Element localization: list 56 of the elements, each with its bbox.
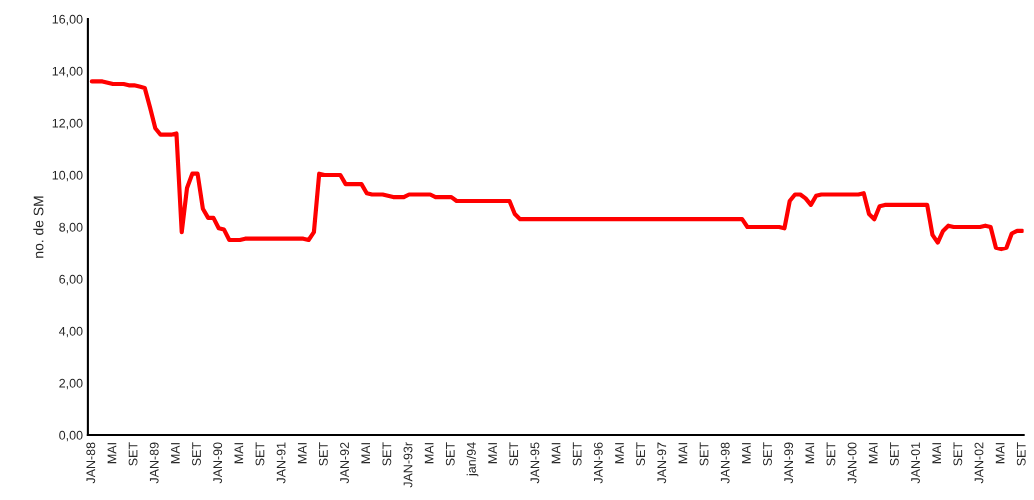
x-tick-label: SET — [889, 442, 899, 466]
x-tick-label: SET — [763, 442, 772, 466]
y-tick-label: 16,00 — [52, 14, 83, 26]
y-tick-label: 0,00 — [59, 430, 83, 442]
x-tick-label: SET — [255, 442, 265, 466]
x-tick-label: JAN-99 — [784, 442, 794, 484]
y-tick-label: 8,00 — [59, 222, 83, 234]
x-tick-label: MAI — [297, 443, 307, 464]
x-tick-label: MAI — [361, 443, 370, 464]
x-tick-label: JAN-93r — [403, 442, 413, 488]
y-tick-label: 2,00 — [59, 378, 83, 390]
x-tick-label: SET — [128, 442, 138, 466]
x-tick-label: JAN-91 — [276, 442, 286, 484]
x-tick-label: JAN-02 — [974, 442, 984, 484]
x-tick-label: JAN-92 — [340, 442, 349, 484]
x-tick-label: jan/94 — [466, 442, 479, 477]
x-tick-label: JAN-01 — [911, 442, 920, 484]
x-tick-label: JAN-96 — [593, 442, 603, 484]
x-tick-label: JAN-00 — [847, 442, 857, 484]
x-tick-label: JAN-89 — [149, 442, 159, 484]
x-tick-label: MAI — [995, 443, 1005, 464]
x-tick-label: SET — [445, 442, 455, 466]
x-tick-label: SET — [636, 442, 646, 466]
x-tick-label: MAI — [805, 443, 815, 464]
y-axis-title: no. de SM — [33, 196, 44, 258]
x-tick-label: SET — [192, 442, 201, 466]
x-tick-label: MAI — [234, 443, 244, 464]
x-tick-label: MAI — [868, 443, 878, 464]
x-tick-label: MAI — [107, 443, 117, 464]
y-tick-label: 14,00 — [52, 66, 83, 78]
x-tick-label: JAN-95 — [530, 442, 540, 484]
x-tick-label: MAI — [615, 443, 624, 464]
x-tick-label: SET — [572, 442, 582, 466]
x-tick-label: JAN-90 — [213, 442, 223, 484]
x-tick-label: SET — [1016, 442, 1026, 466]
x-tick-label: SET — [699, 442, 709, 466]
line-series — [89, 79, 1024, 252]
x-tick-label: MAI — [488, 443, 497, 464]
y-tick-label: 10,00 — [52, 170, 83, 182]
x-tick-label: MAI — [424, 443, 434, 464]
x-tick-label: SET — [509, 442, 519, 466]
x-tick-label: JAN-97 — [657, 442, 667, 484]
x-tick-label: MAI — [171, 443, 180, 464]
x-tick-label: JAN-98 — [720, 442, 730, 484]
y-tick-label: 4,00 — [58, 326, 83, 338]
x-tick-label: SET — [953, 442, 963, 466]
y-tick-label: 6,00 — [59, 274, 83, 286]
x-tick-label: MAI — [932, 443, 941, 464]
x-tick-label: JAN-88 — [86, 442, 96, 484]
x-tick-label: SET — [382, 442, 392, 466]
x-tick-label: SET — [318, 442, 328, 466]
x-tick-label: MAI — [678, 443, 688, 464]
x-tick-label: SET — [826, 442, 836, 466]
x-tick-label: MAI — [742, 443, 751, 464]
x-tick-label: MAI — [551, 443, 561, 464]
y-tick-label: 12,00 — [52, 118, 83, 130]
